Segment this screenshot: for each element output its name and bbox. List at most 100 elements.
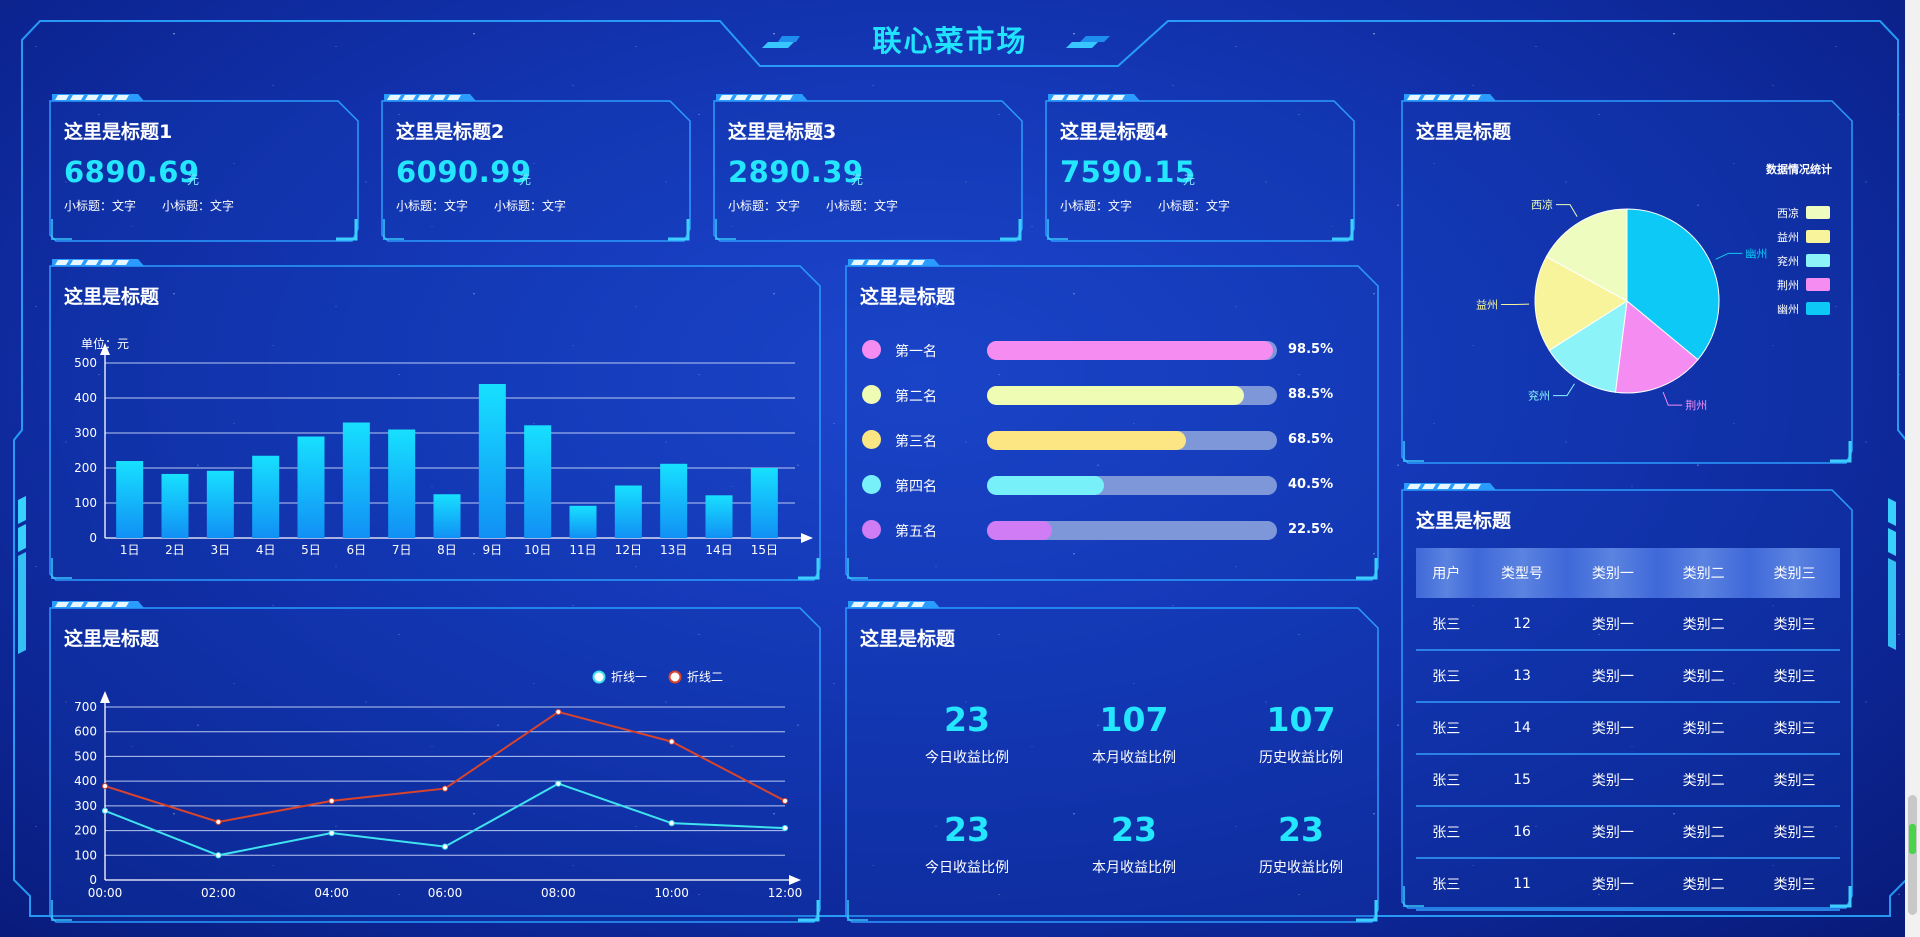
card-subtitle: 小标题：文字 [826,199,899,213]
bar-y-tick: 400 [74,391,97,405]
bar-x-tick: 9日 [483,543,503,557]
card-subtitles: 小标题：文字 小标题：文字 [396,197,592,214]
bar-y-tick: 500 [74,356,97,370]
rank-row: 第四名 40.5% [862,474,1333,496]
table-header-cell[interactable]: 类别一 [1567,548,1659,598]
panel-title: 这里是标题 [64,286,160,308]
stat-value: 107 [1266,700,1336,739]
table-row[interactable]: 张三 13 类别一 类别二 类别三 [1416,650,1840,703]
axis-arrow [100,343,110,355]
line-point [781,797,789,805]
stat-value: 23 [944,810,990,849]
panel-title: 这里是标题 [860,286,956,308]
table-cell: 15 [1476,754,1568,807]
line-y-tick: 500 [74,749,97,763]
pie-slice [1626,208,1720,361]
bar-x-tick: 10日 [524,543,551,557]
scrollbar-thumb[interactable] [1908,795,1917,915]
line-x-tick: 04:00 [314,886,349,900]
table-header-cell[interactable]: 类别二 [1658,548,1750,598]
pie-legend-swatch [1806,206,1830,219]
line-y-tick: 700 [74,700,97,714]
legend-label: 折线二 [687,669,723,684]
rank-progress-fill [987,386,1244,405]
line-x-tick: 00:00 [88,886,123,900]
table-cell: 13 [1476,650,1568,703]
pie-slice [1548,300,1628,393]
data-table: 用户 类型号 类别一 类别二 类别三 张三 12 类别一 类别二 类别三 张三 13 类别一 类别二 类别… [1416,548,1840,911]
card-subtitles: 小标题：文字 小标题：文字 [64,197,260,214]
table-cell: 类别三 [1749,754,1840,807]
kpi-card: 这里是标题1 6890.69 元 小标题：文字 小标题：文字 [49,93,359,242]
line-point [668,738,675,745]
pie-legend-label: 幽州 [1777,303,1799,316]
rank-dot [862,520,881,539]
card-subtitle: 小标题：文字 [1158,199,1231,213]
bar-y-tick: 200 [74,461,97,475]
stat-value: 23 [1278,810,1324,849]
line-point [101,782,109,790]
line-point [101,807,109,814]
table-cell: 类别二 [1658,650,1750,703]
table-header-cell[interactable]: 类别三 [1749,548,1840,598]
page-scrollbar[interactable] [1905,0,1920,937]
stats-panel: 这里是标题 23 今日收益比例 107 本月收益比例 107 历史收益比例 23 今日收益比例… [845,600,1379,923]
table-cell: 类别一 [1567,702,1659,755]
panel-border [713,94,1023,242]
pie-legend-label: 荆州 [1777,279,1799,292]
pie-panel: 这里是标题 数据情况统计 幽州 荆州 兖州 益州 西凉 西凉 益州 兖州 荆州 幽州 [1401,93,1853,464]
pie-title: 数据情况统计 [1766,162,1832,176]
rank-progress-track [987,521,1277,540]
rank-progress-track [987,476,1277,495]
table-cell: 类别三 [1749,858,1840,911]
pie-legend-label: 益州 [1777,230,1799,244]
stat-item: 23 本月收益比例 [1059,811,1209,877]
pie-label-line [1552,383,1575,397]
table-cell: 类别二 [1658,806,1750,859]
card-title: 这里是标题1 [64,121,173,143]
table-row[interactable]: 张三 16 类别一 类别二 类别三 [1416,806,1840,859]
pie-legend-swatch [1806,302,1830,315]
panel-border [49,601,821,923]
bar [478,384,506,538]
table-cell: 张三 [1416,858,1477,911]
rank-percent: 88.5% [1288,387,1334,402]
panel-title: 这里是标题 [1416,121,1512,143]
line-point [555,780,562,787]
bar-y-tick: 100 [74,496,97,510]
card-subtitles: 小标题：文字 小标题：文字 [728,197,924,214]
rank-progress-fill [987,341,1273,360]
bar-x-tick: 3日 [211,543,231,557]
rank-dot [862,430,881,449]
stat-label: 今日收益比例 [925,860,1009,876]
table-cell: 类别三 [1749,598,1840,651]
rank-name: 第五名 [895,524,937,540]
line-x-tick: 02:00 [201,886,236,900]
table-row[interactable]: 张三 12 类别一 类别二 类别三 [1416,598,1840,651]
table-header-cell[interactable]: 用户 [1416,548,1477,598]
line-chart: 0 100 200 300 400 500 600 700 00:00 02:00 04:00 06:… [74,669,802,900]
kpi-card: 这里是标题2 6090.99 元 小标题：文字 小标题：文字 [381,93,691,242]
ranking-panel: 这里是标题 第一名 98.5% 第二名 88.5% 第三名 68.5% 第四名 … [845,258,1379,581]
table-row[interactable]: 张三 15 类别一 类别二 类别三 [1416,754,1840,807]
pie-legend-swatch [1806,278,1830,291]
rank-row: 第一名 98.5% [862,339,1333,361]
bar-chart-panel: 这里是标题 单位：元01002003004005001日2日3日4日5日6日7日… [49,258,821,581]
table-cell: 12 [1476,598,1568,651]
pie-label-line [1715,252,1743,260]
table-row[interactable]: 张三 14 类别一 类别二 类别三 [1416,702,1840,755]
table-cell: 张三 [1416,702,1477,755]
line-x-tick: 08:00 [541,886,576,900]
bar-x-tick: 12日 [615,543,642,557]
bar [614,485,642,538]
rank-progress-fill [987,476,1105,495]
table-cell: 类别一 [1567,754,1659,807]
card-value: 7590.15 [1060,155,1196,189]
table-cell: 类别二 [1658,702,1750,755]
table-header-cell[interactable]: 类型号 [1476,548,1568,598]
line-point [441,843,449,850]
table-row[interactable]: 张三 11 类别一 类别二 类别三 [1416,858,1840,911]
pie-legend-swatch [1806,230,1830,243]
stat-item: 107 本月收益比例 [1059,701,1209,767]
table-cell: 类别三 [1749,806,1840,859]
